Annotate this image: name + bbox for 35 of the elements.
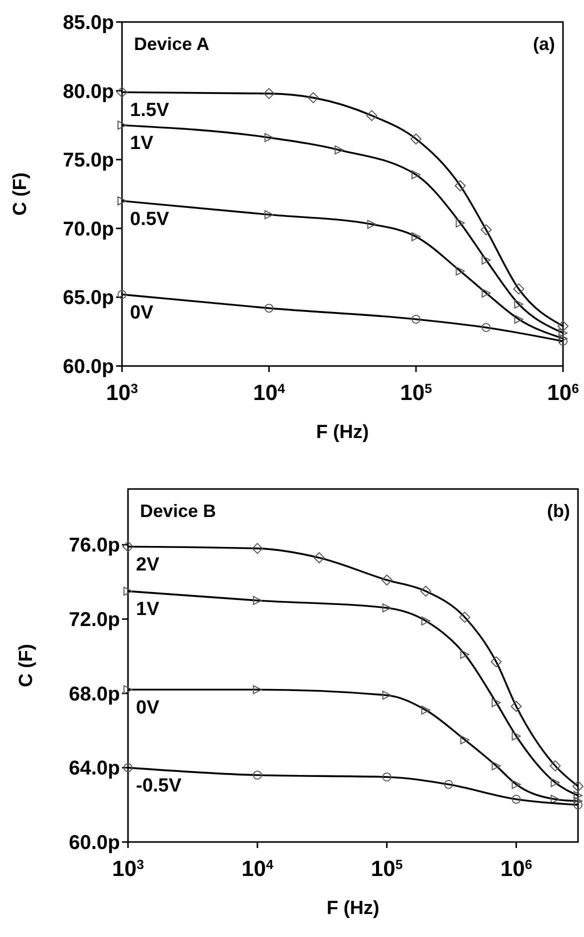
y-tick-label: 85.0p — [62, 12, 114, 34]
y-axis-title: C (F) — [16, 644, 37, 688]
x-axis-title: F (Hz) — [326, 898, 380, 919]
series-label: -0.5V — [136, 776, 182, 797]
x-tick-label: 10$^{3}$ — [106, 380, 138, 405]
x-tick-label: 10$^{5}$ — [370, 856, 403, 881]
x-tick-label: 10$^{4}$ — [242, 856, 274, 881]
annotation: Device B — [140, 501, 216, 521]
y-tick-label: 68.0p — [68, 683, 120, 706]
y-tick-label: 72.0p — [68, 609, 120, 632]
series-label: 1.5V — [130, 100, 170, 122]
annotation: Device A — [134, 34, 210, 54]
y-tick-label: 64.0p — [68, 758, 120, 780]
x-tick-label: 10$^{6}$ — [500, 856, 532, 881]
x-axis-title: F (Hz) — [316, 422, 369, 443]
series-label: 0.5V — [130, 208, 170, 230]
y-tick-label: 80.0p — [62, 80, 114, 103]
series-label: 1V — [136, 599, 160, 620]
x-tick-label: 10$^{4}$ — [253, 380, 286, 405]
x-tick-label: 10$^{5}$ — [400, 380, 432, 405]
y-tick-label: 76.0p — [68, 534, 120, 557]
annotation: (a) — [533, 34, 556, 54]
y-tick-label: 70.0p — [62, 218, 114, 240]
y-tick-label: 65.0p — [62, 287, 114, 310]
x-tick-label: 10$^{3}$ — [112, 856, 144, 881]
y-tick-label: 60.0p — [62, 356, 114, 378]
x-tick-label: 10$^{6}$ — [547, 380, 579, 405]
y-tick-label: 75.0p — [62, 150, 114, 172]
annotation: (b) — [547, 501, 570, 521]
series-label: 1V — [130, 133, 154, 154]
series-label: 0V — [130, 302, 154, 324]
y-axis-title: C (F) — [10, 172, 31, 216]
y-tick-label: 60.0p — [68, 832, 120, 854]
series-label: 2V — [136, 554, 160, 576]
series-label: 0V — [136, 698, 160, 719]
